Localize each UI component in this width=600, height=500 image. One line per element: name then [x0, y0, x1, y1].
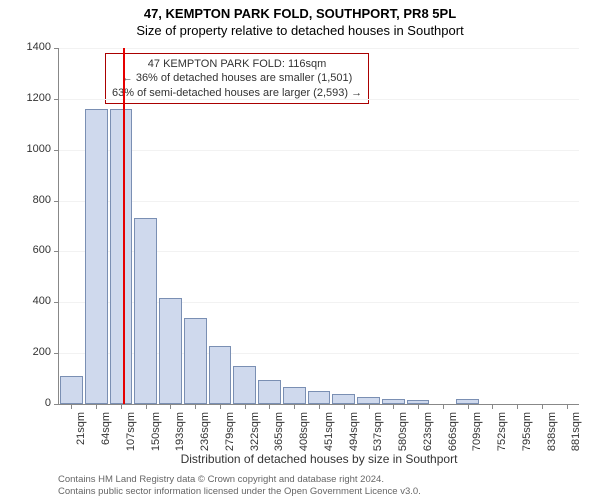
x-tick-mark — [71, 404, 72, 409]
y-tick-mark — [54, 48, 59, 49]
histogram-bar — [184, 318, 207, 404]
y-tick-label: 600 — [11, 244, 51, 256]
histogram-bar — [85, 109, 108, 404]
x-tick-mark — [170, 404, 171, 409]
x-tick-mark — [369, 404, 370, 409]
x-tick-mark — [294, 404, 295, 409]
x-tick-label: 408sqm — [298, 412, 310, 451]
histogram-bar — [134, 218, 157, 404]
y-tick-label: 0 — [11, 397, 51, 409]
annotation-line: 63% of semi-detached houses are larger (… — [112, 86, 362, 100]
annotation-box: 47 KEMPTON PARK FOLD: 116sqm ← 36% of de… — [105, 53, 369, 104]
plot-area: Number of detached properties Distributi… — [58, 48, 579, 405]
x-tick-label: 193sqm — [174, 412, 186, 451]
x-tick-label: 795sqm — [521, 412, 533, 451]
histogram-bar — [283, 387, 306, 404]
footer-attribution: Contains HM Land Registry data © Crown c… — [58, 474, 421, 498]
x-tick-mark — [542, 404, 543, 409]
chart-subtitle: Size of property relative to detached ho… — [0, 21, 600, 38]
x-tick-mark — [492, 404, 493, 409]
footer-line: Contains public sector information licen… — [58, 486, 421, 498]
x-tick-label: 279sqm — [224, 412, 236, 451]
histogram-bar — [332, 394, 355, 404]
histogram-bar — [308, 391, 331, 404]
y-tick-label: 800 — [11, 194, 51, 206]
annotation-line: 47 KEMPTON PARK FOLD: 116sqm — [112, 57, 362, 71]
x-tick-mark — [220, 404, 221, 409]
x-tick-mark — [96, 404, 97, 409]
x-tick-mark — [418, 404, 419, 409]
x-tick-label: 494sqm — [348, 412, 360, 451]
y-tick-label: 200 — [11, 346, 51, 358]
grid-line — [59, 48, 579, 49]
x-tick-mark — [344, 404, 345, 409]
y-tick-label: 1000 — [11, 143, 51, 155]
x-tick-mark — [567, 404, 568, 409]
histogram-bar — [60, 376, 83, 404]
grid-line — [59, 201, 579, 202]
y-tick-mark — [54, 302, 59, 303]
x-tick-label: 322sqm — [249, 412, 261, 451]
histogram-bar — [209, 346, 232, 404]
x-tick-label: 838sqm — [546, 412, 558, 451]
grid-line — [59, 99, 579, 100]
x-tick-mark — [468, 404, 469, 409]
x-tick-label: 64sqm — [100, 412, 112, 445]
x-tick-mark — [443, 404, 444, 409]
histogram-bar — [357, 397, 380, 404]
x-tick-mark — [319, 404, 320, 409]
grid-line — [59, 150, 579, 151]
x-tick-label: 580sqm — [397, 412, 409, 451]
chart-title: 47, KEMPTON PARK FOLD, SOUTHPORT, PR8 5P… — [0, 0, 600, 21]
y-tick-mark — [54, 353, 59, 354]
histogram-bar — [233, 366, 256, 404]
x-tick-label: 537sqm — [373, 412, 385, 451]
y-tick-label: 400 — [11, 295, 51, 307]
x-tick-mark — [146, 404, 147, 409]
histogram-bar — [159, 298, 182, 404]
x-tick-mark — [195, 404, 196, 409]
footer-line: Contains HM Land Registry data © Crown c… — [58, 474, 421, 486]
reference-line — [123, 48, 125, 404]
y-tick-mark — [54, 404, 59, 405]
x-tick-mark — [121, 404, 122, 409]
y-tick-mark — [54, 251, 59, 252]
x-tick-label: 236sqm — [199, 412, 211, 451]
x-tick-label: 623sqm — [422, 412, 434, 451]
x-tick-mark — [245, 404, 246, 409]
x-tick-label: 150sqm — [150, 412, 162, 451]
y-tick-mark — [54, 150, 59, 151]
x-tick-label: 881sqm — [571, 412, 583, 451]
x-tick-label: 709sqm — [472, 412, 484, 451]
histogram-bar — [110, 109, 133, 404]
x-tick-label: 752sqm — [496, 412, 508, 451]
y-tick-label: 1400 — [11, 41, 51, 53]
x-tick-label: 365sqm — [273, 412, 285, 451]
chart-container: 47, KEMPTON PARK FOLD, SOUTHPORT, PR8 5P… — [0, 0, 600, 500]
x-tick-label: 451sqm — [323, 412, 335, 451]
y-tick-label: 1200 — [11, 92, 51, 104]
x-tick-mark — [517, 404, 518, 409]
x-axis-label: Distribution of detached houses by size … — [59, 452, 579, 466]
y-tick-mark — [54, 201, 59, 202]
histogram-bar — [258, 380, 281, 404]
x-tick-mark — [393, 404, 394, 409]
x-tick-label: 107sqm — [125, 412, 137, 451]
y-tick-mark — [54, 99, 59, 100]
annotation-line: ← 36% of detached houses are smaller (1,… — [112, 71, 362, 85]
x-tick-label: 666sqm — [447, 412, 459, 451]
x-tick-label: 21sqm — [75, 412, 87, 445]
x-tick-mark — [269, 404, 270, 409]
